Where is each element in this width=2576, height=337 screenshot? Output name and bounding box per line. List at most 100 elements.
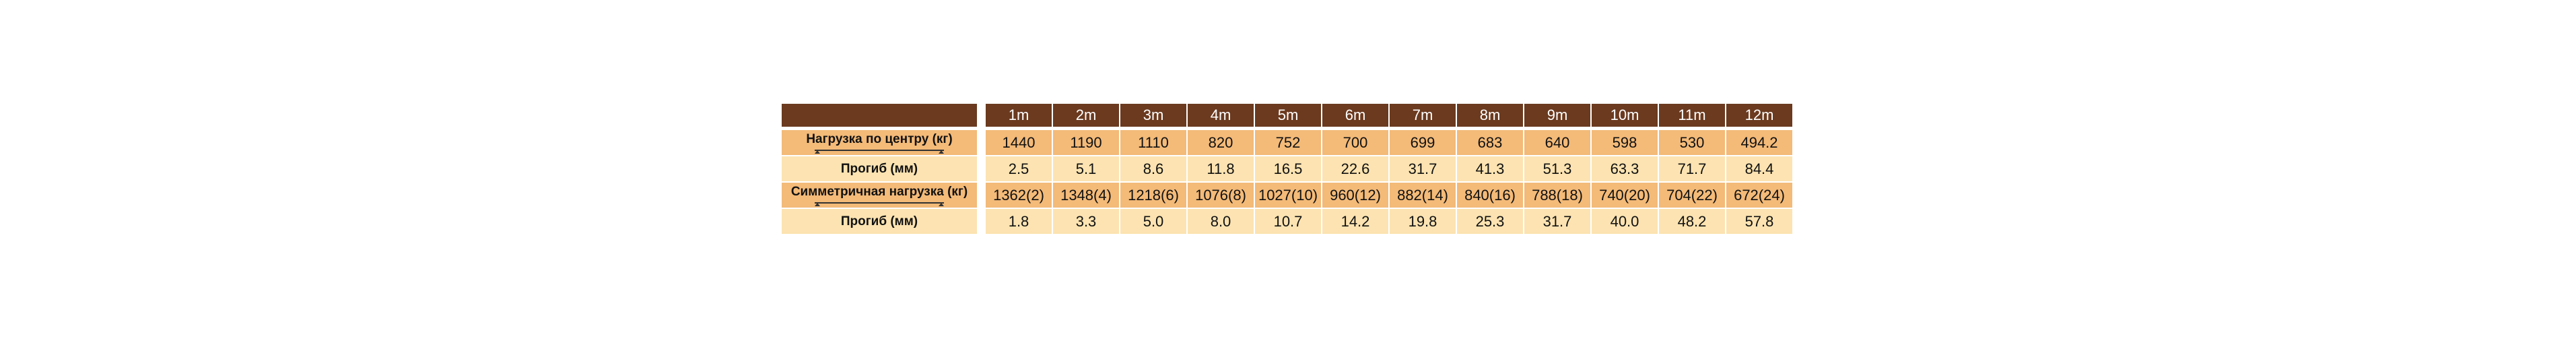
value-cell: 11.8	[1188, 156, 1254, 181]
value-cell: 672(24)	[1726, 183, 1792, 208]
cell-text: 71.7	[1677, 160, 1707, 177]
cell-text: 820	[1208, 133, 1233, 151]
cell-text: 10m	[1610, 106, 1639, 123]
value-cell: 1027(10)	[1255, 183, 1321, 208]
cell-text: 40.0	[1610, 212, 1639, 230]
column-header: 12m	[1726, 104, 1792, 127]
cell-text: 5.0	[1143, 212, 1164, 230]
value-cell: 1.8	[986, 209, 1052, 234]
cell-text: 51.3	[1543, 160, 1572, 177]
value-cell: 63.3	[1592, 156, 1658, 181]
cell-text: 84.4	[1744, 160, 1774, 177]
cell-text: 19.8	[1408, 212, 1437, 230]
value-cell: 22.6	[1322, 156, 1388, 181]
column-header: 6m	[1322, 104, 1388, 127]
cell-text: 1.8	[1008, 212, 1029, 230]
value-cell: 84.4	[1726, 156, 1792, 181]
value-cell: 1218(6)	[1120, 183, 1186, 208]
cell-text: 11.8	[1207, 160, 1235, 177]
value-cell: 71.7	[1659, 156, 1725, 181]
cell-text: 1076(8)	[1195, 186, 1246, 204]
column-header: 8m	[1457, 104, 1523, 127]
value-cell: 31.7	[1390, 156, 1456, 181]
cell-text: 8m	[1479, 106, 1501, 123]
value-cell: 1190	[1053, 130, 1119, 155]
cell-text: 672(24)	[1734, 186, 1785, 204]
value-cell: 10.7	[1255, 209, 1321, 234]
cell-text: 1m	[1008, 106, 1029, 123]
cell-text: 1348(4)	[1060, 186, 1112, 204]
value-cell: 700	[1322, 130, 1388, 155]
cell-text: 10.7	[1273, 212, 1303, 230]
value-cell: 752	[1255, 130, 1321, 155]
column-header: 4m	[1188, 104, 1254, 127]
cell-text: 1110	[1138, 133, 1169, 151]
row-label: Симметричная нагрузка (кг)	[782, 183, 977, 208]
cell-text: 1218(6)	[1128, 186, 1179, 204]
cell-text: 11m	[1678, 106, 1706, 123]
value-cell: 40.0	[1592, 209, 1658, 234]
cell-text: 8.6	[1143, 160, 1164, 177]
cell-text: 699	[1410, 133, 1435, 151]
value-cell: 494.2	[1726, 130, 1792, 155]
cell-text: 1027(10)	[1258, 186, 1318, 204]
value-cell: 19.8	[1390, 209, 1456, 234]
column-header: 2m	[1053, 104, 1119, 127]
cell-text: 960(12)	[1330, 186, 1381, 204]
value-cell: 2.5	[986, 156, 1052, 181]
beam-diagram	[815, 202, 944, 206]
cell-text: Симметричная нагрузка (кг)	[790, 184, 968, 199]
cell-text: 840(16)	[1464, 186, 1516, 204]
value-cell: 840(16)	[1457, 183, 1523, 208]
cell-text: 2.5	[1008, 160, 1029, 177]
cell-text: 6m	[1345, 106, 1366, 123]
value-cell: 788(18)	[1524, 183, 1590, 208]
column-header: 10m	[1592, 104, 1658, 127]
header-label-cell	[782, 104, 977, 127]
cell-text: 63.3	[1610, 160, 1639, 177]
cell-text: 7m	[1412, 106, 1433, 123]
value-cell: 1362(2)	[986, 183, 1052, 208]
value-cell: 8.0	[1188, 209, 1254, 234]
cell-text: 683	[1477, 133, 1503, 151]
value-cell: 1076(8)	[1188, 183, 1254, 208]
cell-text: 494.2	[1740, 133, 1778, 151]
value-cell: 16.5	[1255, 156, 1321, 181]
value-cell: 820	[1188, 130, 1254, 155]
cell-text: 1362(2)	[993, 186, 1044, 204]
cell-text: 8.0	[1210, 212, 1231, 230]
value-cell: 640	[1524, 130, 1590, 155]
cell-text: 740(20)	[1599, 186, 1650, 204]
cell-text: 14.2	[1341, 212, 1370, 230]
row-label: Прогиб (мм)	[782, 156, 977, 181]
beam-diagram	[815, 149, 944, 154]
cell-text: 700	[1343, 133, 1368, 151]
cell-text: 31.7	[1408, 160, 1437, 177]
value-cell: 48.2	[1659, 209, 1725, 234]
value-cell: 25.3	[1457, 209, 1523, 234]
value-cell: 1440	[986, 130, 1052, 155]
value-cell: 699	[1390, 130, 1456, 155]
cell-text: 704(22)	[1666, 186, 1718, 204]
cell-text: 57.8	[1744, 212, 1774, 230]
cell-text: 5.1	[1075, 160, 1097, 177]
cell-text: 1190	[1070, 133, 1102, 151]
cell-text: 530	[1679, 133, 1705, 151]
cell-text: 4m	[1210, 106, 1231, 123]
value-cell: 530	[1659, 130, 1725, 155]
row-label: Нагрузка по центру (кг)	[782, 130, 977, 155]
cell-text: 22.6	[1341, 160, 1370, 177]
cell-text: 12m	[1744, 106, 1774, 123]
cell-text: 752	[1275, 133, 1301, 151]
value-cell: 1348(4)	[1053, 183, 1119, 208]
cell-text: 25.3	[1475, 212, 1505, 230]
row-label: Прогиб (мм)	[782, 209, 977, 234]
cell-text: 5m	[1277, 106, 1299, 123]
value-cell: 882(14)	[1390, 183, 1456, 208]
value-cell: 960(12)	[1322, 183, 1388, 208]
cell-text: 48.2	[1677, 212, 1707, 230]
cell-text: 598	[1612, 133, 1637, 151]
cell-text: 640	[1545, 133, 1570, 151]
cell-text: 882(14)	[1397, 186, 1448, 204]
